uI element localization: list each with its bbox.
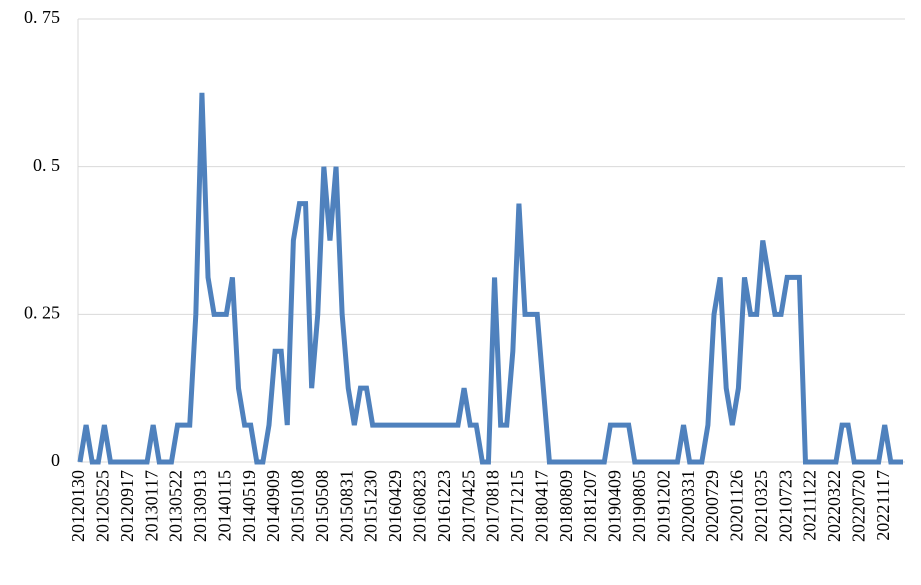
x-tick-label: 20201126 — [727, 470, 747, 541]
x-tick-label: 20130913 — [190, 470, 210, 542]
x-tick-label: 20180809 — [556, 470, 576, 542]
x-tick-label: 20120917 — [117, 470, 137, 542]
x-tick-label: 20190409 — [605, 470, 625, 542]
x-tick-label: 20181207 — [580, 470, 600, 542]
y-tick-label: 0. 5 — [33, 155, 60, 175]
x-tick-label: 20130117 — [141, 470, 161, 541]
x-tick-label: 20151230 — [361, 470, 381, 542]
x-tick-label: 20200331 — [678, 470, 698, 542]
x-tick-label: 20210325 — [751, 470, 771, 542]
x-tick-label: 20150108 — [288, 470, 308, 542]
y-tick-label: 0 — [51, 450, 60, 470]
x-tick-label: 20140909 — [263, 470, 283, 542]
x-tick-label: 20190805 — [629, 470, 649, 542]
x-tick-label: 20221117 — [873, 470, 893, 541]
x-tick-label: 20220322 — [824, 470, 844, 542]
x-tick-label: 20150831 — [336, 470, 356, 542]
x-tick-label: 20170425 — [458, 470, 478, 542]
y-tick-label: 0. 25 — [24, 302, 60, 322]
x-tick-label: 20140115 — [214, 470, 234, 541]
y-tick-label: 0. 75 — [24, 7, 60, 27]
x-tick-label: 20171215 — [507, 470, 527, 542]
x-tick-label: 20170818 — [483, 470, 503, 542]
x-tick-label: 20140519 — [239, 470, 259, 542]
x-tick-label: 20120130 — [68, 470, 88, 542]
x-tick-label: 20120525 — [93, 470, 113, 542]
x-tick-label: 20160429 — [385, 470, 405, 542]
x-tick-label: 20211122 — [800, 470, 820, 541]
x-tick-label: 20161223 — [434, 470, 454, 542]
x-tick-label: 20130522 — [166, 470, 186, 542]
x-tick-label: 20210723 — [775, 470, 795, 542]
x-tick-label: 20150508 — [312, 470, 332, 542]
x-tick-label: 20180417 — [531, 470, 551, 542]
data-line — [77, 92, 903, 465]
x-tick-label: 20191202 — [653, 470, 673, 542]
x-tick-label: 20220720 — [848, 470, 868, 542]
x-tick-label: 20200729 — [702, 470, 722, 542]
x-tick-label: 20160823 — [410, 470, 430, 542]
